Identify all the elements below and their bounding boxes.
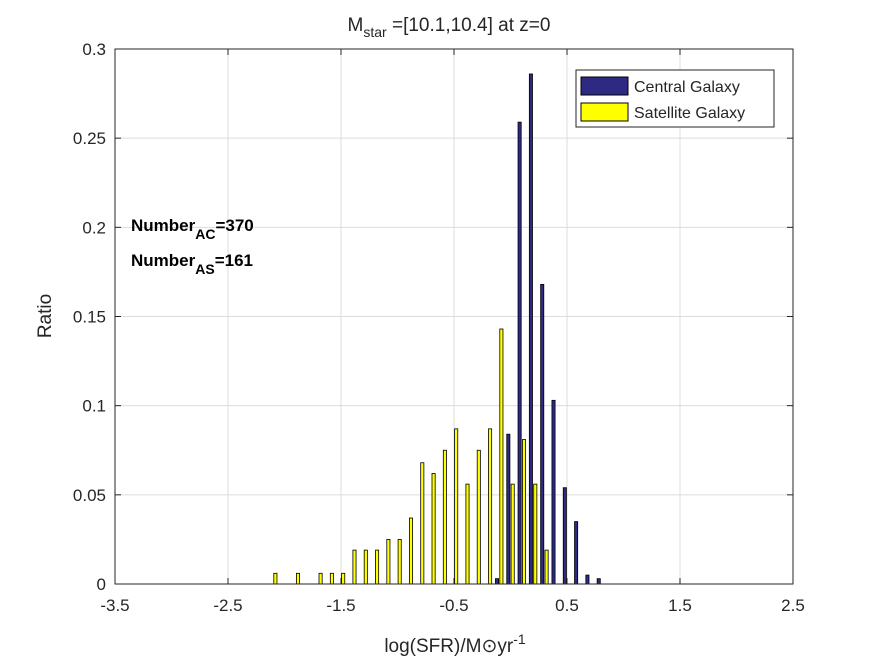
legend-swatch-satellite-galaxy bbox=[580, 102, 629, 122]
bar-satellite-galaxy bbox=[363, 549, 368, 585]
x-axis-label-sup: -1 bbox=[513, 631, 526, 647]
bar-satellite-galaxy bbox=[465, 483, 470, 585]
bar-central-galaxy bbox=[574, 521, 579, 585]
bar-satellite-galaxy bbox=[341, 572, 346, 585]
bar-satellite-galaxy bbox=[318, 572, 323, 585]
bar-satellite-galaxy bbox=[431, 473, 436, 585]
x-tick-label: 1.5 bbox=[668, 596, 692, 615]
bar-central-galaxy bbox=[585, 574, 590, 585]
bar-satellite-galaxy bbox=[408, 517, 413, 585]
bar-central-galaxy bbox=[540, 283, 545, 585]
bar-satellite-galaxy bbox=[352, 549, 357, 585]
chart-title: Mstar =[10.1,10.4] at z=0 bbox=[348, 15, 551, 40]
bar-satellite-galaxy bbox=[397, 539, 402, 585]
annotation-ac-rest: =370 bbox=[215, 216, 253, 235]
x-tick-label: -2.5 bbox=[213, 596, 242, 615]
y-tick-label: 0.1 bbox=[82, 397, 106, 416]
annotation-as-main: Number bbox=[131, 251, 196, 270]
bar-central-galaxy bbox=[495, 578, 500, 585]
bar-central-galaxy bbox=[596, 578, 601, 585]
bar-satellite-galaxy bbox=[476, 449, 481, 585]
bar-central-galaxy bbox=[506, 433, 511, 585]
legend: Central Galaxy Satellite Galaxy bbox=[575, 69, 775, 128]
y-tick-label: 0.15 bbox=[73, 308, 106, 327]
x-tick-label: -1.5 bbox=[326, 596, 355, 615]
annotation-as-rest: =161 bbox=[215, 251, 253, 270]
legend-swatch-central-galaxy bbox=[580, 76, 629, 96]
bar-satellite-galaxy bbox=[510, 483, 515, 585]
annotation-ac-main: Number bbox=[131, 216, 196, 235]
annotation-as-sub: AS bbox=[195, 261, 214, 277]
x-axis-label-main: log(SFR)/M bbox=[384, 636, 481, 656]
bar-satellite-galaxy bbox=[295, 572, 300, 585]
bar-central-galaxy bbox=[551, 399, 556, 585]
annotation-number-as: NumberAS=161 bbox=[131, 251, 253, 277]
bar-satellite-galaxy bbox=[533, 483, 538, 585]
bar-satellite-galaxy bbox=[522, 439, 526, 585]
x-tick-label: -3.5 bbox=[100, 596, 129, 615]
x-tick-label: 0.5 bbox=[555, 596, 579, 615]
legend-label-central-galaxy: Central Galaxy bbox=[634, 79, 740, 96]
bar-satellite-galaxy bbox=[544, 549, 549, 585]
bar-satellite-galaxy bbox=[329, 572, 334, 585]
x-tick-label: -0.5 bbox=[439, 596, 468, 615]
annotation-number-ac: NumberAC=370 bbox=[131, 216, 254, 242]
y-tick-label: 0.05 bbox=[73, 486, 106, 505]
bar-central-galaxy bbox=[562, 487, 567, 585]
legend-label-satellite-galaxy: Satellite Galaxy bbox=[634, 105, 745, 122]
bar-satellite-galaxy bbox=[454, 428, 459, 585]
bar-satellite-galaxy bbox=[386, 539, 391, 585]
y-tick-label: 0 bbox=[97, 575, 106, 594]
bar-satellite-galaxy bbox=[420, 462, 425, 585]
bar-satellite-galaxy bbox=[442, 449, 447, 585]
bar-central-galaxy bbox=[528, 73, 533, 585]
x-axis-label: log(SFR)/M⊙yr-1 bbox=[384, 631, 526, 656]
y-tick-label: 0.25 bbox=[73, 129, 106, 148]
bar-central-galaxy bbox=[517, 121, 522, 585]
y-axis-label: Ratio bbox=[35, 294, 56, 338]
x-tick-label: 2.5 bbox=[781, 596, 805, 615]
bar-satellite-galaxy bbox=[375, 549, 380, 585]
x-axis-label-unit: yr bbox=[497, 636, 514, 656]
bar-satellite-galaxy bbox=[273, 572, 278, 585]
chart-title-sub: star bbox=[363, 24, 387, 40]
bar-satellite-galaxy bbox=[499, 328, 504, 585]
bars bbox=[273, 73, 601, 585]
chart-title-rest: =[10.1,10.4] at z=0 bbox=[387, 15, 551, 36]
x-axis-label-symbol: ⊙ bbox=[481, 636, 497, 656]
axis-ticks: -3.5 -2.5 -1.5 -0.5 0.5 1.5 2.5 0 0.05 0.1 0.15 0.2… bbox=[73, 40, 805, 615]
annotation-ac-sub: AC bbox=[195, 226, 215, 242]
y-tick-label: 0.2 bbox=[82, 218, 106, 237]
bar-satellite-galaxy bbox=[488, 428, 493, 585]
chart-title-main: M bbox=[348, 15, 364, 36]
y-tick-label: 0.3 bbox=[82, 40, 106, 59]
